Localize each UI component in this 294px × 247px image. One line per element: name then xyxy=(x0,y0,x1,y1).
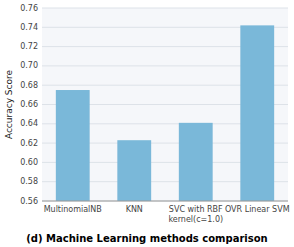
x-tick-label: MultinomialNB xyxy=(44,205,102,214)
y-tick-label: 0.58 xyxy=(20,177,38,186)
bars xyxy=(56,25,274,201)
y-tick-label: 0.62 xyxy=(20,139,38,148)
x-axis-line xyxy=(42,201,288,202)
x-tick-label: KNN xyxy=(126,205,143,214)
y-tick-label: 0.70 xyxy=(20,61,38,70)
bar xyxy=(240,25,274,201)
chart-container: 0.56 0.58 0.60 0.62 0.64 0.66 0.68 0.70 0.72 0.74… xyxy=(0,0,294,247)
y-tick-label: 0.68 xyxy=(20,81,38,90)
x-tick-label: OVR Linear SVM xyxy=(225,205,290,214)
y-tick-label: 0.56 xyxy=(20,197,38,206)
y-tick-label: 0.74 xyxy=(20,23,38,32)
y-tick-label: 0.76 xyxy=(20,4,38,13)
y-axis: 0.56 0.58 0.60 0.62 0.64 0.66 0.68 0.70 0.72 0.74… xyxy=(20,4,288,206)
y-tick-label: 0.60 xyxy=(20,158,38,167)
chart-title: (d) Machine Learning methods comparison xyxy=(26,233,267,244)
y-tick-label: 0.66 xyxy=(20,100,38,109)
bar xyxy=(179,123,213,201)
x-axis: MultinomialNB KNN SVC with RBFkernel(c=1.0… xyxy=(44,205,290,224)
y-tick-label: 0.64 xyxy=(20,119,38,128)
y-axis-label: Accuracy Score xyxy=(4,69,14,139)
grid-line xyxy=(42,8,288,9)
bar xyxy=(56,90,90,201)
x-tick-label: SVC with RBFkernel(c=1.0) xyxy=(168,205,223,224)
y-tick-label: 0.72 xyxy=(20,42,38,51)
plot-area xyxy=(42,8,288,201)
grid-line xyxy=(42,201,288,202)
bar xyxy=(117,140,151,201)
chart: 0.56 0.58 0.60 0.62 0.64 0.66 0.68 0.70 0.72 0.74… xyxy=(0,0,294,247)
